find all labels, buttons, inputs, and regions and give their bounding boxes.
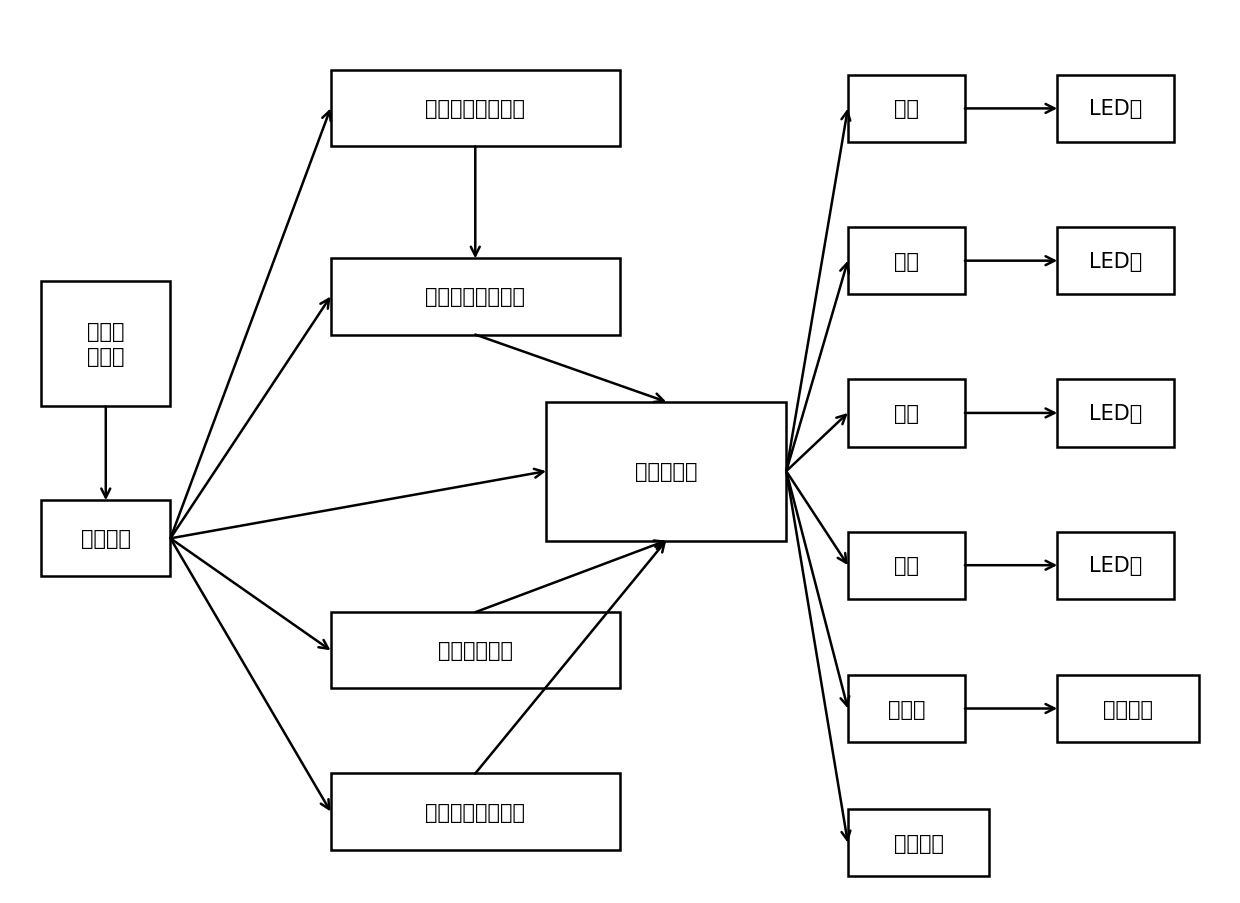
Bar bbox=[331, 71, 620, 147]
Bar bbox=[1058, 228, 1174, 295]
Bar bbox=[1058, 76, 1174, 143]
Bar bbox=[41, 282, 170, 406]
Bar bbox=[848, 532, 965, 599]
Bar bbox=[41, 500, 170, 577]
Text: LED灯: LED灯 bbox=[1089, 404, 1142, 424]
Bar bbox=[1058, 380, 1174, 447]
Bar bbox=[848, 675, 965, 742]
Bar bbox=[331, 774, 620, 850]
Text: LED灯: LED灯 bbox=[1089, 251, 1142, 272]
Text: 开关: 开关 bbox=[894, 404, 919, 424]
Text: 继电器: 继电器 bbox=[888, 699, 925, 719]
Text: 振动设备: 振动设备 bbox=[894, 833, 944, 853]
Bar bbox=[1058, 675, 1199, 742]
Bar bbox=[848, 380, 965, 447]
Text: 开关: 开关 bbox=[894, 555, 919, 575]
Text: 温度监控模块: 温度监控模块 bbox=[438, 640, 513, 661]
Bar bbox=[331, 259, 620, 335]
Text: 开关: 开关 bbox=[894, 251, 919, 272]
Text: 音频信号处理模块: 音频信号处理模块 bbox=[425, 99, 526, 119]
Text: LED灯: LED灯 bbox=[1089, 99, 1142, 119]
Bar bbox=[546, 403, 786, 541]
Text: LED灯: LED灯 bbox=[1089, 555, 1142, 575]
Text: 冷却风扇: 冷却风扇 bbox=[1104, 699, 1153, 719]
Text: 中央控制器: 中央控制器 bbox=[635, 461, 697, 481]
Bar bbox=[1058, 532, 1174, 599]
Bar bbox=[848, 228, 965, 295]
Text: 开关: 开关 bbox=[894, 99, 919, 119]
Text: 电源管
理模块: 电源管 理模块 bbox=[87, 321, 124, 367]
Bar bbox=[848, 809, 990, 877]
Text: 振动同步处理模块: 振动同步处理模块 bbox=[425, 802, 526, 822]
Bar bbox=[848, 76, 965, 143]
Bar bbox=[331, 612, 620, 689]
Text: 模拟信号处理模块: 模拟信号处理模块 bbox=[425, 287, 526, 307]
Text: 电源模块: 电源模块 bbox=[81, 529, 130, 549]
